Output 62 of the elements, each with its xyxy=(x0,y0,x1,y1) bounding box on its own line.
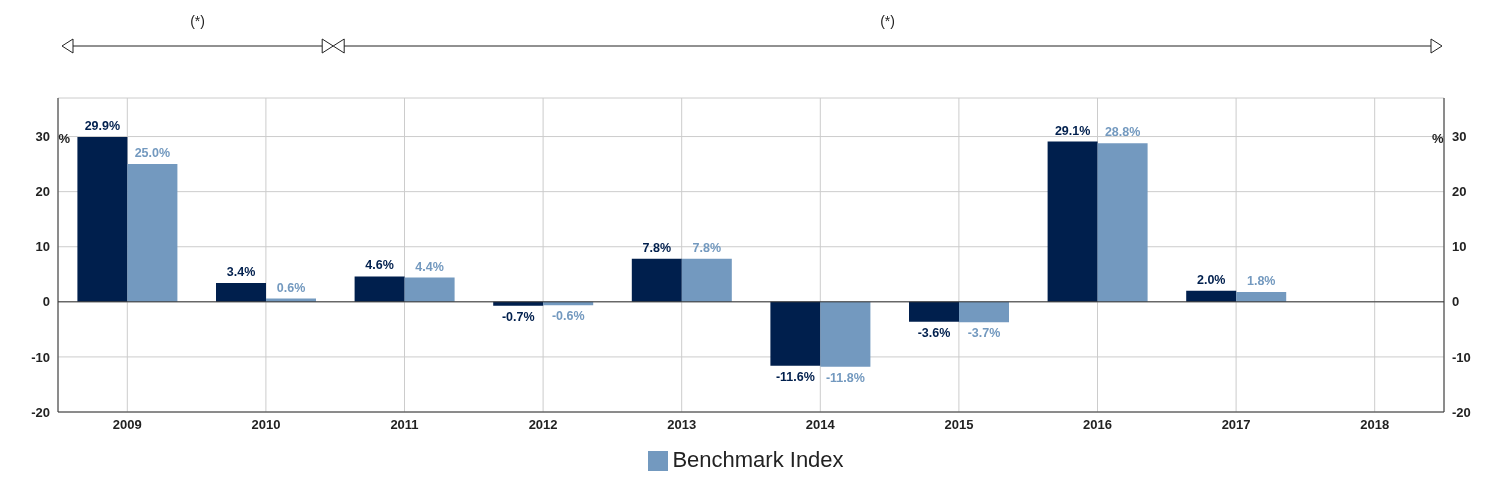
x-tick-label: 2017 xyxy=(1221,417,1251,433)
text: (*) xyxy=(880,13,895,29)
text: (*) xyxy=(190,13,205,29)
data-label: -3.6% xyxy=(917,325,951,340)
bar xyxy=(77,137,128,302)
bar xyxy=(959,301,1009,323)
bar xyxy=(681,258,732,302)
x-tick-label: 2018 xyxy=(1360,417,1390,433)
data-label: 7.8% xyxy=(642,240,672,255)
bar xyxy=(127,164,178,302)
data-label: 25.0% xyxy=(134,146,171,161)
bar xyxy=(216,283,266,302)
y-tick-label: -10 xyxy=(31,349,50,365)
x-tick-label: 2013 xyxy=(667,417,697,433)
data-label: 1.8% xyxy=(1246,273,1276,288)
bar xyxy=(631,258,682,302)
y2-tick-label: 0 xyxy=(1452,294,1460,310)
data-label: 7.8% xyxy=(692,240,722,255)
bar xyxy=(820,301,871,367)
data-label: 29.9% xyxy=(84,119,121,134)
y-tick-label: 30 xyxy=(35,129,50,145)
data-label: -3.7% xyxy=(967,326,1001,341)
data-label: 0.6% xyxy=(276,280,306,295)
x-tick-label: 2016 xyxy=(1083,417,1112,433)
y-axis-title: % xyxy=(58,131,71,147)
y2-tick-label: 30 xyxy=(1452,129,1467,145)
x-tick-label: 2010 xyxy=(251,417,281,433)
data-label: -0.7% xyxy=(501,309,535,324)
x-tick-label: 2015 xyxy=(944,417,974,433)
y-tick-label: -20 xyxy=(31,404,50,420)
data-label: 3.4% xyxy=(226,265,256,280)
legend-label: Benchmark Index xyxy=(672,447,844,472)
x-tick-label: 2014 xyxy=(805,417,836,433)
bar xyxy=(493,301,544,306)
data-label: 29.1% xyxy=(1054,123,1091,138)
bar xyxy=(909,301,959,322)
bar xyxy=(1097,143,1148,302)
bar xyxy=(1236,291,1287,302)
data-label: -11.8% xyxy=(825,370,865,385)
y2-tick-label: 10 xyxy=(1452,239,1467,255)
x-tick-label: 2009 xyxy=(112,417,142,433)
data-label: -11.6% xyxy=(775,369,815,384)
y2-axis-title: % xyxy=(1432,131,1444,147)
data-label: 4.4% xyxy=(415,259,444,274)
x-tick-label: 2011 xyxy=(390,417,419,433)
data-label: 28.8% xyxy=(1104,125,1141,140)
bar xyxy=(1047,141,1098,302)
y-tick-label: 20 xyxy=(35,184,50,200)
data-label: 2.0% xyxy=(1196,272,1226,287)
y2-tick-label: -20 xyxy=(1452,404,1471,420)
bar xyxy=(404,277,455,302)
y-tick-label: 0 xyxy=(42,294,50,310)
bar xyxy=(354,276,405,302)
y2-tick-label: 20 xyxy=(1452,184,1467,200)
bar xyxy=(543,301,594,306)
bar xyxy=(1186,290,1237,302)
y2-tick-label: -10 xyxy=(1452,349,1471,365)
bar xyxy=(770,301,821,366)
x-tick-label: 2012 xyxy=(528,417,558,433)
data-label: -0.6% xyxy=(551,309,585,324)
data-label: 4.6% xyxy=(365,258,394,273)
y-tick-label: 10 xyxy=(35,239,50,255)
